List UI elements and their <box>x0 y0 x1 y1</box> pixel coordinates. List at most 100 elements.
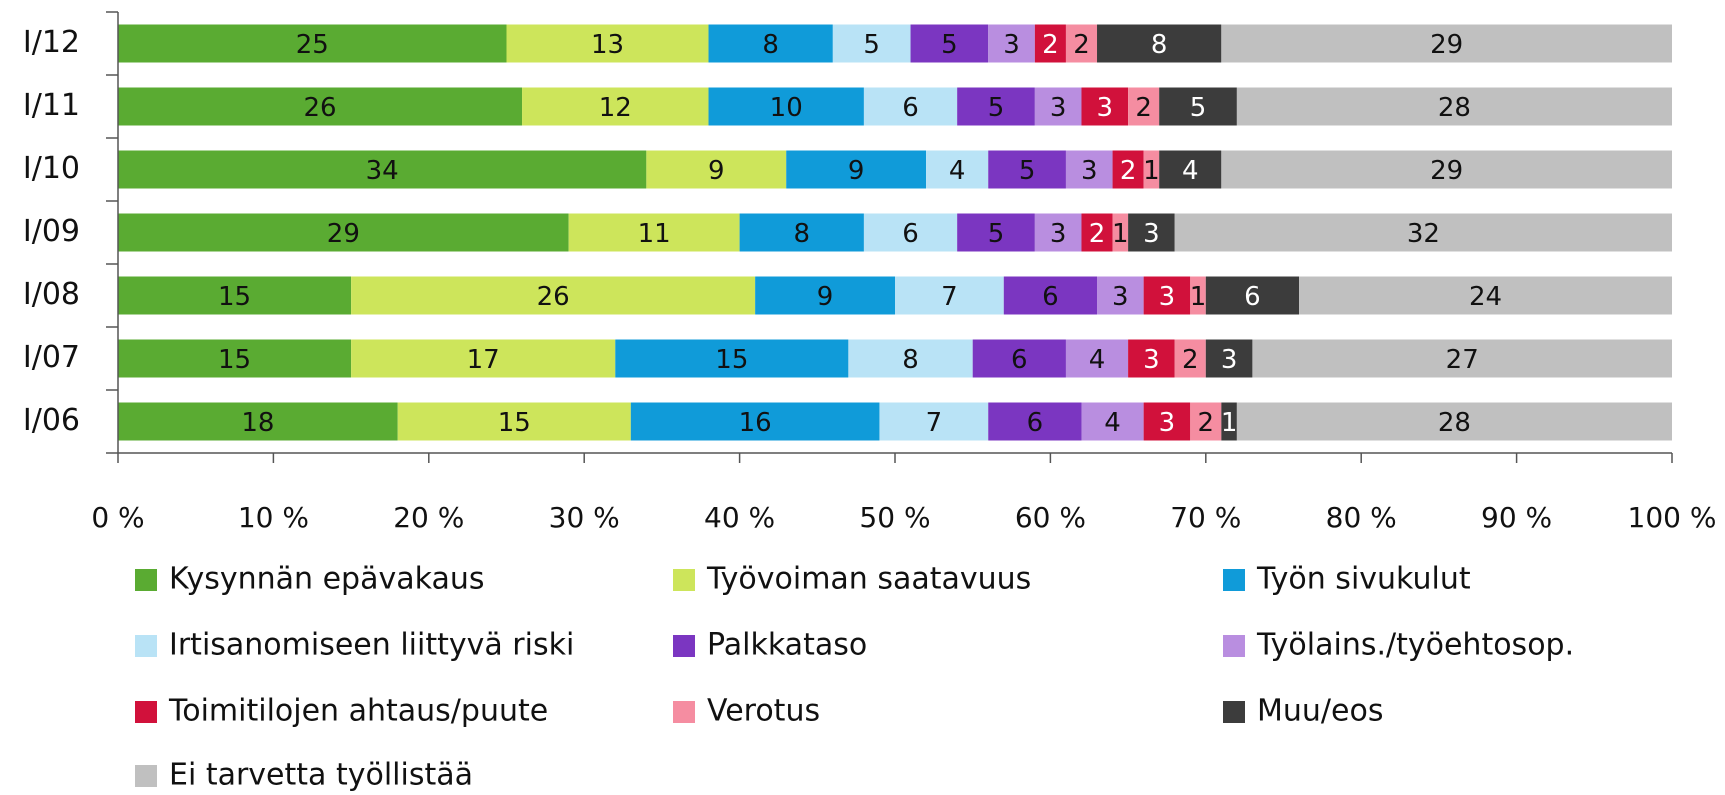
bar-segment <box>739 213 864 252</box>
bar-segment <box>1174 339 1206 378</box>
value-label: 5 <box>863 30 880 60</box>
x-tick-label: 0 % <box>91 501 144 534</box>
value-label: 9 <box>848 156 865 186</box>
value-label: 15 <box>218 345 251 375</box>
value-label: 25 <box>296 30 329 60</box>
bar-segment <box>895 276 1004 315</box>
bar-segment <box>863 87 958 126</box>
legend-swatch <box>135 765 157 787</box>
value-label: 3 <box>1143 219 1160 249</box>
bar-segment <box>1299 276 1672 315</box>
y-tick-label: I/10 <box>23 151 80 186</box>
bar-segment <box>630 402 880 441</box>
x-tick-label: 10 % <box>238 501 309 534</box>
bar-segment <box>118 24 507 63</box>
value-label: 8 <box>762 30 779 60</box>
legend-swatch <box>135 701 157 723</box>
bar-segment <box>615 339 849 378</box>
value-label: 3 <box>1159 282 1176 312</box>
value-label: 2 <box>1073 30 1090 60</box>
bar-segment <box>1112 213 1129 252</box>
legend-label: Toimitilojen ahtaus/puute <box>168 694 548 729</box>
value-label: 6 <box>1042 282 1059 312</box>
legend-swatch <box>1223 635 1245 657</box>
value-label: 2 <box>1198 408 1215 438</box>
bar-segment <box>1065 339 1129 378</box>
value-label: 17 <box>467 345 500 375</box>
legend-swatch <box>1223 701 1245 723</box>
value-label: 11 <box>638 219 671 249</box>
value-label: 7 <box>941 282 958 312</box>
value-label: 3 <box>1221 345 1238 375</box>
value-label: 3 <box>1159 408 1176 438</box>
bar-segment <box>1159 150 1222 189</box>
value-label: 2 <box>1120 156 1137 186</box>
bar-segment <box>1003 276 1098 315</box>
bar-segment <box>786 150 927 189</box>
value-label: 9 <box>817 282 834 312</box>
legend-label: Irtisanomiseen liittyvä riski <box>169 628 574 663</box>
value-label: 3 <box>1003 30 1020 60</box>
legend-label: Työlains./työehtosop. <box>1256 628 1574 663</box>
bar-segment <box>118 339 352 378</box>
value-label: 3 <box>1143 345 1160 375</box>
bar-segment <box>988 150 1066 189</box>
legend-swatch <box>673 569 695 591</box>
value-label: 1 <box>1143 156 1160 186</box>
bar-segment <box>957 213 1035 252</box>
x-tick-label: 40 % <box>704 501 775 534</box>
y-tick-label: I/08 <box>23 277 80 312</box>
value-label: 34 <box>366 156 399 186</box>
bar-segment <box>1205 276 1300 315</box>
value-label: 4 <box>1182 156 1199 186</box>
bar-segment <box>1097 276 1144 315</box>
bar-segment <box>910 24 989 63</box>
bar-segment <box>351 339 616 378</box>
value-label: 3 <box>1081 156 1098 186</box>
legend-swatch <box>673 635 695 657</box>
bar-segment <box>755 276 895 315</box>
bar-segment <box>863 213 958 252</box>
bar-segment <box>118 87 523 126</box>
bar-segment <box>1081 402 1144 441</box>
bar-segment <box>1174 213 1672 252</box>
value-label: 2 <box>1042 30 1059 60</box>
y-tick-label: I/07 <box>23 340 80 375</box>
bar-segment <box>988 24 1035 63</box>
bar-segment <box>1252 339 1672 378</box>
bar-segment <box>1143 150 1160 189</box>
value-label: 32 <box>1407 219 1440 249</box>
bar-segment <box>832 24 911 63</box>
value-label: 15 <box>498 408 531 438</box>
y-tick-label: I/09 <box>23 214 80 249</box>
value-label: 6 <box>1011 345 1028 375</box>
bar-segment <box>988 402 1082 441</box>
bar-segment <box>397 402 631 441</box>
value-label: 5 <box>1019 156 1036 186</box>
y-tick-label: I/11 <box>23 88 80 123</box>
bar-segment <box>879 402 989 441</box>
x-tick-label: 80 % <box>1326 501 1397 534</box>
bar-segment <box>1034 24 1066 63</box>
bar-segment <box>972 339 1066 378</box>
value-label: 6 <box>1244 282 1261 312</box>
bar-segment <box>1128 213 1175 252</box>
value-label: 2 <box>1182 345 1199 375</box>
value-label: 26 <box>303 93 336 123</box>
value-label: 28 <box>1438 408 1471 438</box>
value-label: 10 <box>770 93 803 123</box>
legend-label: Kysynnän epävakaus <box>169 562 484 597</box>
bar-segment <box>1128 339 1175 378</box>
value-label: 3 <box>1097 93 1114 123</box>
bar-segment <box>568 213 740 252</box>
x-tick-label: 30 % <box>549 501 620 534</box>
value-label: 7 <box>926 408 943 438</box>
value-label: 3 <box>1050 93 1067 123</box>
bar-segment <box>1065 24 1098 63</box>
bar-segment <box>1112 150 1144 189</box>
value-label: 15 <box>218 282 251 312</box>
value-label: 8 <box>1151 30 1168 60</box>
x-tick-label: 20 % <box>393 501 464 534</box>
value-label: 5 <box>1190 93 1207 123</box>
